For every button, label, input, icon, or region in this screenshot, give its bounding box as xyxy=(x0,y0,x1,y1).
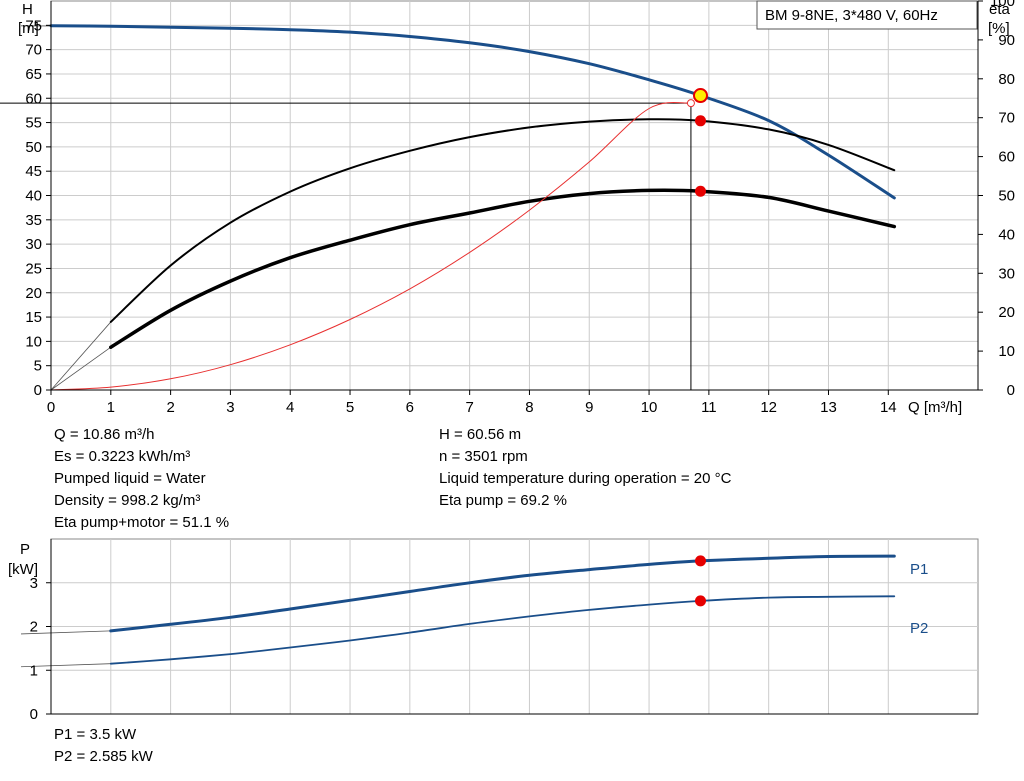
x-tick-label: 4 xyxy=(286,399,294,416)
x-tick-label: 14 xyxy=(880,399,897,416)
y-right-tick-label: 0 xyxy=(1007,382,1015,399)
y-left-tick-label: 45 xyxy=(25,163,42,180)
y-left-tick-label: 0 xyxy=(34,382,42,399)
y-label-eta: eta xyxy=(989,1,1011,18)
y-left-tick-label: 60 xyxy=(25,90,42,107)
x-tick-label: 0 xyxy=(47,399,55,416)
y-label-h-unit: [m] xyxy=(18,20,39,37)
duty-point-marker xyxy=(692,88,708,104)
y-right-tick-label: 10 xyxy=(998,343,1015,360)
chart-title: BM 9-8NE, 3*480 V, 60Hz xyxy=(765,7,938,24)
main-chart-curves xyxy=(0,24,897,391)
x-tick-label: 5 xyxy=(346,399,354,416)
y-right-tick-label: 50 xyxy=(998,188,1015,205)
y-left-tick-label: 70 xyxy=(25,42,42,59)
main-chart-ticks: 0 1 2 3 4 5 6 7 8 9 10 11 12 13 1405101520253035404550… xyxy=(25,0,1015,416)
y-left-tick-label: 15 xyxy=(25,309,42,326)
series-label-p1: P1 xyxy=(910,561,928,578)
x-tick-label: 3 xyxy=(226,399,234,416)
info-q: Q = 10.86 m³/h xyxy=(54,426,155,443)
series-label-p2: P2 xyxy=(910,620,928,637)
y-right-tick-label: 40 xyxy=(998,226,1015,243)
eta-marker xyxy=(694,115,706,127)
curve-extension xyxy=(50,321,112,391)
y-right-tick-label: 80 xyxy=(998,71,1015,88)
info-density: Density = 998.2 kg/m³ xyxy=(54,492,201,509)
y-left-tick-label: 40 xyxy=(25,188,42,205)
y-left-tick-label: 75 xyxy=(25,17,42,34)
y-left-tick-label: 20 xyxy=(25,285,42,302)
x-tick-label: 1 xyxy=(107,399,115,416)
system-curve xyxy=(50,101,692,391)
info-h: H = 60.56 m xyxy=(439,426,522,443)
y-left-tick-label: 55 xyxy=(25,115,42,132)
y-left-tick-label: 10 xyxy=(25,333,42,350)
p1-curve xyxy=(109,554,896,633)
y-label-p: P xyxy=(20,541,30,558)
y-tick-label: 3 xyxy=(30,575,38,592)
info-n: n = 3501 rpm xyxy=(439,448,528,465)
x-tick-label: 7 xyxy=(465,399,473,416)
eta-marker xyxy=(694,185,706,197)
info-right: H = 60.56 m n = 3501 rpm Liquid temperat… xyxy=(439,424,731,512)
power-chart-grid xyxy=(50,538,979,715)
x-tick-label: 13 xyxy=(820,399,837,416)
x-tick-label: 12 xyxy=(760,399,777,416)
y-left-tick-label: 30 xyxy=(25,236,42,253)
x-tick-label: 10 xyxy=(641,399,658,416)
curve-extension xyxy=(50,346,112,391)
eta-total-curve xyxy=(109,188,897,349)
power-marker xyxy=(694,595,706,607)
curve-extension xyxy=(20,663,111,668)
y-label-p-unit: [kW] xyxy=(8,561,38,578)
y-right-tick-label: 70 xyxy=(998,110,1015,127)
x-label-q: Q [m³/h] xyxy=(908,399,962,416)
y-tick-label: 1 xyxy=(30,662,38,679)
info-temperature: Liquid temperature during operation = 20… xyxy=(439,470,732,487)
info-p2: P2 = 2.585 kW xyxy=(54,748,153,765)
y-right-tick-label: 100 xyxy=(990,0,1015,10)
curve-extension xyxy=(20,630,111,635)
power-chart-curves xyxy=(20,554,896,668)
y-right-tick-label: 90 xyxy=(998,32,1015,49)
info-left: Q = 10.86 m³/h Es = 0.3223 kWh/m³ Pumped… xyxy=(54,424,229,534)
x-tick-label: 6 xyxy=(406,399,414,416)
info-power: P1 = 3.5 kW P2 = 2.585 kW xyxy=(54,724,153,768)
info-es: Es = 0.3223 kWh/m³ xyxy=(54,448,191,465)
info-p1: P1 = 3.5 kW xyxy=(54,726,137,743)
y-right-tick-label: 20 xyxy=(998,304,1015,321)
y-tick-label: 0 xyxy=(30,706,38,723)
x-tick-label: 8 xyxy=(525,399,533,416)
x-tick-label: 2 xyxy=(166,399,174,416)
power-chart-ticks: 0 1 2 3 xyxy=(30,539,978,723)
title-box xyxy=(756,0,978,30)
y-right-tick-label: 30 xyxy=(998,265,1015,282)
y-tick-label: 2 xyxy=(30,619,38,636)
info-liquid: Pumped liquid = Water xyxy=(54,470,206,487)
y-label-eta-unit: [%] xyxy=(988,20,1010,37)
info-eta-pump: Eta pump = 69.2 % xyxy=(439,492,567,509)
y-left-tick-label: 25 xyxy=(25,260,42,277)
y-left-tick-label: 65 xyxy=(25,66,42,83)
qh-curve xyxy=(49,24,896,200)
power-marker xyxy=(694,555,706,567)
y-left-tick-label: 5 xyxy=(34,358,42,375)
system-point-marker xyxy=(686,99,695,108)
y-right-tick-label: 60 xyxy=(998,149,1015,166)
y-left-tick-label: 50 xyxy=(25,139,42,156)
main-chart-grid xyxy=(50,0,979,391)
y-left-tick-label: 35 xyxy=(25,212,42,229)
x-tick-label: 9 xyxy=(585,399,593,416)
p2-curve xyxy=(109,595,896,665)
info-eta-pump-motor: Eta pump+motor = 51.1 % xyxy=(54,514,230,531)
y-label-h: H xyxy=(22,1,33,18)
x-tick-label: 11 xyxy=(701,399,717,416)
eta-pump-curve xyxy=(109,118,896,323)
